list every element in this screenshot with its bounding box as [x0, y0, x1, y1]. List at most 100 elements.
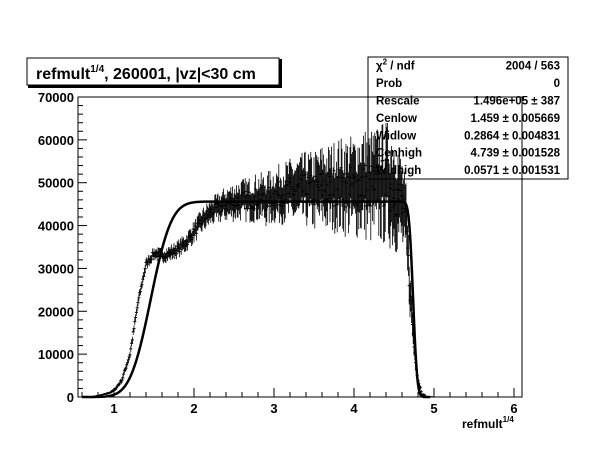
data-point	[121, 375, 125, 381]
data-point	[406, 234, 410, 276]
data-point	[128, 351, 132, 358]
data-point	[150, 254, 154, 264]
data-point	[155, 252, 159, 262]
fit-statistics-box: χ2 / ndf 2004 / 563 Prob 0 Rescale 1.496e+05 …	[367, 56, 569, 180]
title-box-shadow-right	[279, 59, 282, 88]
x-tick-label: 1	[110, 401, 117, 416]
data-point	[135, 304, 139, 312]
data-point	[132, 325, 136, 332]
stats-label-text: Cenlow	[376, 113, 417, 125]
stats-row: χ2 / ndf 2004 / 563	[376, 58, 560, 73]
x-tick-label: 5	[430, 401, 437, 416]
chart-title-box: refmult1/4, 260001, |vz|<30 cm	[26, 57, 282, 88]
data-point	[332, 143, 336, 199]
data-point	[138, 288, 142, 296]
stats-row: Rescale 1.496e+05 ± 387	[376, 95, 560, 107]
data-point	[129, 345, 133, 352]
stats-box-border	[367, 56, 569, 180]
data-point	[126, 359, 130, 366]
stats-label-suffix: / ndf	[387, 61, 415, 73]
data-point	[338, 168, 342, 226]
data-points	[80, 123, 436, 398]
fit-curve	[82, 200, 430, 399]
data-point	[114, 386, 118, 390]
stats-label: Widlow	[376, 130, 416, 142]
y-tick-label: 10000	[38, 347, 74, 362]
data-point	[172, 242, 176, 254]
data-point	[136, 299, 140, 307]
stats-label-text: Cenhigh	[376, 148, 422, 160]
chart-title-suffix: , 260001, |vz|<30 cm	[104, 66, 256, 83]
y-tick-label: 30000	[38, 261, 74, 276]
stats-row: Widhigh 0.0571 ± 0.001531	[376, 165, 561, 177]
x-axis-title: refmult1/4	[462, 415, 514, 431]
data-point	[130, 336, 134, 344]
data-point	[194, 218, 198, 234]
stats-value: 2004 / 563	[506, 61, 560, 73]
y-tick-label: 40000	[38, 219, 74, 234]
data-point	[118, 381, 122, 386]
data-point	[143, 264, 147, 273]
stats-row: Cenhigh 4.739 ± 0.001528	[376, 148, 561, 160]
x-axis-title-base: refmult	[462, 417, 503, 431]
stats-label: Widhigh	[376, 165, 421, 177]
data-point	[422, 394, 426, 396]
stats-label-text: Widlow	[376, 130, 416, 142]
plot-frame	[77, 96, 523, 398]
data-point	[330, 146, 334, 202]
y-tick-label: 50000	[38, 176, 74, 191]
data-point	[137, 294, 141, 302]
data-point	[343, 177, 347, 237]
stats-value: 0	[554, 78, 560, 90]
data-point	[142, 268, 146, 277]
stats-label: Prob	[376, 78, 402, 90]
data-point	[124, 365, 128, 371]
stats-label-text: χ	[376, 61, 383, 73]
data-point	[337, 140, 341, 198]
data-point	[174, 248, 178, 260]
data-point	[381, 124, 385, 197]
data-point	[140, 281, 144, 289]
y-tick-label: 70000	[38, 90, 74, 105]
chart-title-superscript: 1/4	[90, 64, 104, 75]
data-point	[122, 371, 126, 377]
axes: 1 2 3 4 5 6 0 10000 20000 30000 40000 50000 60000 700…	[38, 90, 518, 416]
data-point	[120, 378, 124, 383]
stats-label-superscript: 2	[383, 58, 388, 67]
data-point	[194, 226, 198, 241]
title-box-shadow	[28, 85, 280, 88]
x-tick-label: 2	[190, 401, 197, 416]
data-point	[190, 231, 194, 245]
stats-row: Prob 0	[376, 78, 560, 90]
data-point	[243, 178, 247, 205]
x-tick-label: 6	[510, 401, 517, 416]
stats-label: Cenhigh	[376, 148, 422, 160]
chart-title-prefix: refmult	[36, 66, 91, 83]
data-point	[177, 239, 181, 251]
stats-value: 0.0571 ± 0.001531	[464, 165, 560, 177]
stats-label-text: Widhigh	[376, 165, 421, 177]
data-point	[134, 314, 138, 321]
stats-row: Widlow 0.2864 ± 0.004831	[376, 130, 561, 142]
data-point	[130, 340, 134, 347]
stats-value: 1.459 ± 0.005669	[471, 113, 560, 125]
data-point	[179, 243, 183, 255]
data-point	[363, 131, 367, 199]
chart-title: refmult1/4, 260001, |vz|<30 cm	[36, 64, 256, 83]
x-tick-label: 3	[270, 401, 277, 416]
y-tick-label: 0	[67, 390, 74, 405]
data-point	[146, 260, 150, 269]
data-point	[112, 388, 116, 392]
stats-value: 4.739 ± 0.001528	[471, 148, 561, 160]
stats-value: 0.2864 ± 0.004831	[464, 130, 560, 142]
x-tick-label: 4	[350, 401, 358, 416]
data-point	[277, 163, 281, 200]
y-tick-label: 60000	[38, 133, 74, 148]
data-point	[110, 390, 114, 394]
stats-row: Cenlow 1.459 ± 0.005669	[376, 113, 560, 125]
data-point	[254, 174, 258, 204]
stats-value: 1.496e+05 ± 387	[473, 95, 560, 107]
stats-label-text: Prob	[376, 78, 402, 90]
data-point	[178, 245, 182, 258]
